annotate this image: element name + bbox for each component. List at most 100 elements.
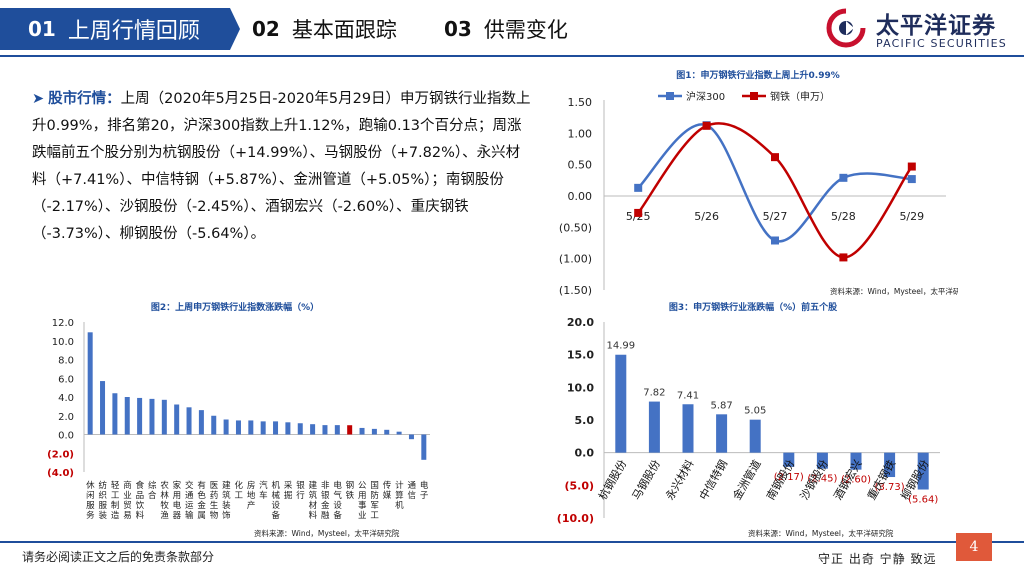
industry-bar bbox=[100, 381, 106, 435]
x-tick-label: 5/26 bbox=[694, 210, 719, 223]
industry-bar bbox=[384, 429, 390, 435]
x-category-label: 汽车 bbox=[259, 480, 268, 501]
y-tick-label: 0.0 bbox=[575, 447, 595, 460]
x-category-label: 化工 bbox=[234, 480, 243, 501]
industry-bar bbox=[112, 393, 118, 435]
industry-bar bbox=[186, 407, 192, 435]
industry-bar bbox=[334, 425, 340, 435]
legend-label-hs300: 沪深300 bbox=[686, 90, 725, 103]
tab-label: 供需变化 bbox=[483, 18, 568, 42]
x-category-label: 传媒 bbox=[383, 480, 392, 501]
x-tick-label: 5/29 bbox=[899, 210, 924, 223]
y-tick-label: 6.0 bbox=[58, 374, 74, 385]
industry-bar bbox=[359, 427, 365, 435]
industry-bar bbox=[285, 422, 291, 435]
bar-value-label: 5.05 bbox=[744, 406, 766, 417]
y-tick-label: (10.0) bbox=[557, 512, 594, 525]
x-category-label: 家用电器 bbox=[173, 480, 182, 521]
tab-label: 基本面跟踪 bbox=[291, 18, 397, 42]
bar-chart-industry-change: 图2：上周申万钢铁行业指数涨跌幅（%） 12.0 10.0 8.0 6.0 4.0 2.0… bbox=[47, 301, 430, 538]
industry-bar bbox=[137, 397, 143, 435]
y-tick-label: 5.0 bbox=[575, 414, 595, 427]
y-tick-label: (5.0) bbox=[564, 479, 594, 492]
stock-bar bbox=[749, 419, 761, 453]
tab-supply-demand[interactable]: 03 供需变化 bbox=[444, 8, 568, 50]
x-category-label: 农林牧渔 bbox=[160, 480, 169, 521]
bar-value-label: 7.41 bbox=[677, 390, 699, 401]
market-summary-text: 上周（2020年5月25日-2020年5月29日）申万钢铁行业指数上升0.99%… bbox=[32, 91, 531, 242]
legend-marker-steel bbox=[750, 92, 758, 100]
industry-bar bbox=[161, 399, 167, 435]
bar-value-label: (2.60) bbox=[841, 475, 871, 486]
x-category-label: 永兴材料 bbox=[662, 457, 696, 502]
x-category-label: 商业贸易 bbox=[123, 480, 132, 521]
industry-bar bbox=[198, 410, 204, 435]
x-category-label: 建筑装饰 bbox=[222, 480, 231, 521]
series-0-point bbox=[634, 183, 643, 192]
footer-divider bbox=[0, 541, 1024, 543]
stock-bar bbox=[682, 404, 694, 453]
logo-english-name: PACIFIC SECURITIES bbox=[876, 37, 1007, 50]
x-category-label: 机械设备 bbox=[272, 480, 281, 521]
tab-market-review[interactable]: 01 上周行情回顾 bbox=[0, 8, 240, 50]
bar-value-label: (5.64) bbox=[908, 495, 938, 506]
industry-bar bbox=[310, 424, 316, 435]
bar-value-label: 7.82 bbox=[643, 388, 665, 399]
series-0-point bbox=[907, 175, 916, 184]
y-tick-label: 20.0 bbox=[567, 316, 594, 329]
x-category-label: 轻工制造 bbox=[111, 480, 120, 521]
tab-number: 01 bbox=[28, 17, 56, 41]
y-tick-label: 15.0 bbox=[567, 349, 594, 362]
x-category-label: 纺织服装 bbox=[99, 480, 108, 521]
industry-bar bbox=[174, 404, 180, 435]
x-category-label: 建筑材料 bbox=[309, 480, 318, 521]
industry-bar bbox=[421, 434, 427, 460]
y-tick-label: 1.50 bbox=[568, 96, 593, 109]
stock-bar bbox=[884, 452, 896, 478]
section-tabs: 01 上周行情回顾 02 基本面跟踪 03 供需变化 bbox=[0, 0, 780, 58]
stock-bar bbox=[850, 452, 862, 470]
chart1-source: 资料来源：Wind，Mysteel，太平洋研究院 bbox=[830, 286, 958, 296]
series-1-point bbox=[634, 208, 643, 217]
y-tick-label: 0.50 bbox=[568, 159, 593, 172]
x-category-label: 综合 bbox=[148, 480, 157, 501]
market-summary: ➤ 股市行情：上周（2020年5月25日-2020年5月29日）申万钢铁行业指数上… bbox=[32, 86, 532, 248]
bar-value-label: (3.73) bbox=[875, 482, 905, 493]
chart3-source: 资料来源：Wind，Mysteel，太平洋研究院 bbox=[748, 528, 894, 538]
chart2-source: 资料来源：Wind，Mysteel，太平洋研究院 bbox=[254, 528, 400, 538]
x-category-label: 金洲管道 bbox=[730, 457, 764, 502]
x-category-label: 医药生物 bbox=[210, 481, 219, 521]
header-divider bbox=[0, 55, 1024, 57]
series-1-point bbox=[839, 253, 848, 262]
x-category-label: 房地产 bbox=[247, 480, 256, 511]
industry-bar bbox=[408, 434, 414, 440]
tab-number: 02 bbox=[252, 17, 280, 41]
industry-bar bbox=[322, 425, 328, 435]
page-number: 4 bbox=[956, 533, 992, 561]
industry-bar bbox=[260, 421, 266, 435]
bar-value-label: (2.45) bbox=[807, 474, 837, 485]
logo-chinese-name: 太平洋证券 bbox=[876, 13, 996, 39]
y-tick-label: 12.0 bbox=[52, 318, 74, 329]
y-tick-label: (1.50) bbox=[559, 284, 592, 297]
chart1-legend: 沪深300 钢铁（申万） bbox=[658, 90, 830, 103]
series-0-point bbox=[839, 173, 848, 182]
legend-label-steel: 钢铁（申万） bbox=[770, 90, 830, 103]
y-tick-label: 0.00 bbox=[568, 190, 593, 203]
y-tick-label: 4.0 bbox=[58, 393, 74, 404]
y-tick-label: 8.0 bbox=[58, 356, 74, 367]
tab-label: 上周行情回顾 bbox=[67, 19, 200, 44]
y-tick-label: 2.0 bbox=[58, 412, 74, 423]
tab-fundamentals[interactable]: 02 基本面跟踪 bbox=[252, 8, 397, 50]
line-chart-index-change: 图1：申万钢铁行业指数上周上升0.99% 沪深300 钢铁（申万） 1.50 1.… bbox=[559, 69, 958, 297]
x-category-label: 杭钢股份 bbox=[595, 457, 629, 502]
x-category-label: 马钢股份 bbox=[630, 458, 663, 503]
y-tick-label: 10.0 bbox=[52, 337, 74, 348]
x-category-label: 采掘 bbox=[284, 480, 293, 501]
industry-bar bbox=[347, 425, 353, 435]
chart3-title: 图3：申万钢铁行业涨跌幅（%）前五个股 bbox=[669, 301, 838, 313]
bar-chart-top-stocks: 图3：申万钢铁行业涨跌幅（%）前五个股 20.0 15.0 10.0 5.0 0.0 (5… bbox=[557, 301, 940, 538]
x-category-label: 公用事业 bbox=[358, 481, 367, 521]
footer-motto: 守正 出奇 宁静 致远 bbox=[818, 552, 937, 566]
industry-bar bbox=[297, 423, 303, 435]
